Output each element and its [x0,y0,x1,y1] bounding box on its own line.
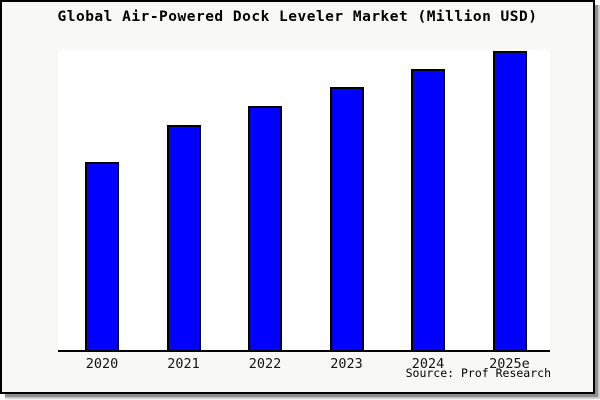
bar-2023 [329,87,364,350]
x-tick-2020: 2020 [85,356,119,372]
bar-2024 [411,69,445,350]
bar-2022 [248,106,282,350]
x-tick-2023: 2023 [330,356,363,372]
x-tick-2025e: 2025e [489,356,530,372]
source-note: Source: Prof Research [405,366,551,380]
x-tick-2021: 2021 [167,356,200,372]
chart-title: Global Air-Powered Dock Leveler Market (… [57,9,538,25]
x-tick-2024: 2024 [411,356,445,372]
x-tick-2022: 2022 [248,356,282,372]
bar-2020 [85,162,119,350]
chart-frame: Global Air-Powered Dock Leveler Market (… [0,0,595,394]
bar-2021 [166,125,201,350]
plot-area [58,50,550,352]
bar-2025e [492,51,527,350]
